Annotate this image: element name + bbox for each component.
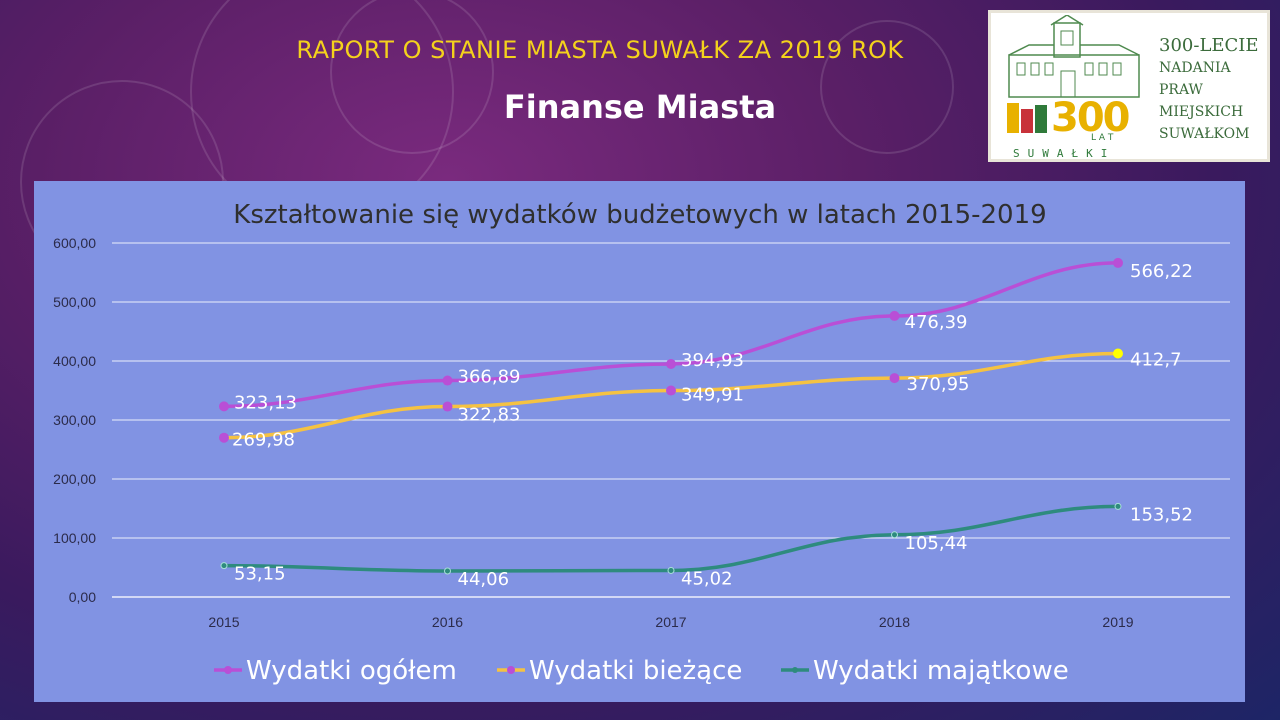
y-tick-label: 0,00 [69,589,96,605]
data-label: 349,91 [681,385,744,406]
data-label: 153,52 [1130,504,1193,525]
data-label: 322,83 [458,405,521,426]
y-tick-label: 600,00 [53,235,96,251]
data-point [220,562,228,570]
data-point [444,567,451,575]
data-label: 323,13 [234,392,297,413]
data-label: 53,15 [234,564,286,585]
x-tick-label: 2018 [879,614,910,630]
jubilee-emblem: 300 L A T [1005,95,1145,143]
legend-marker [792,667,798,673]
data-label: 412,7 [1130,350,1182,371]
data-point [1113,348,1123,359]
data-label: 476,39 [905,312,968,333]
y-tick-label: 200,00 [53,471,96,487]
legend-label: Wydatki bieżące [529,656,742,686]
data-point [889,373,900,384]
data-point [442,401,453,412]
logo-line: MIEJSKICH [1159,104,1244,120]
logo-line: SUWAŁKOM [1159,126,1250,142]
data-label: 566,22 [1130,261,1193,282]
data-point [219,401,229,412]
data-label: 44,06 [458,569,510,590]
data-label: 366,89 [458,367,521,388]
emblem-number: 300 [1051,95,1130,141]
logo-caption: 300-LECIE NADANIA PRAW MIEJSKICH SUWAŁKO… [1159,35,1269,145]
series-line [222,504,1120,573]
report-title: RAPORT O STANIE MIASTA SUWAŁK ZA 2019 RO… [296,36,904,64]
data-point [891,531,898,539]
legend-marker [224,666,232,674]
legend-label: Wydatki majątkowe [813,656,1069,686]
y-tick-label: 300,00 [53,412,96,428]
x-tick-label: 2015 [208,614,239,630]
logo-line: PRAW [1159,82,1203,98]
data-label: 370,95 [907,374,970,395]
chart-panel [34,181,1245,702]
legend-label: Wydatki ogółem [246,656,457,686]
data-point [889,310,900,321]
legend-marker [507,666,515,674]
decor-circle [820,20,954,154]
data-point [666,358,676,369]
y-tick-label: 400,00 [53,353,96,369]
x-tick-label: 2017 [655,614,686,630]
data-point [1114,502,1122,510]
decor-circle [330,0,494,154]
data-point [442,375,453,386]
town-hall-icon [1008,15,1140,98]
series-line [222,261,1120,409]
logo-line: NADANIA [1159,60,1231,76]
data-label: 394,93 [681,350,744,371]
data-point [219,432,229,443]
section-title: Finanse Miasta [503,88,777,126]
x-tick-label: 2019 [1102,614,1133,630]
emblem-lat: L A T [1091,133,1114,143]
y-tick-label: 500,00 [53,294,96,310]
data-point [667,566,675,574]
jubilee-logo: 300 L A T SUWAŁKI 300-LECIE NADANIA PRAW… [988,10,1270,162]
data-label: 269,98 [232,430,295,451]
logo-city: SUWAŁKI [1013,147,1116,160]
data-point [1113,257,1123,268]
data-label: 105,44 [905,533,968,554]
data-label: 45,02 [681,568,733,589]
chart-title: Kształtowanie się wydatków budżetowych w… [233,200,1047,230]
y-tick-label: 100,00 [53,530,96,546]
data-point [666,385,676,396]
logo-line: 300-LECIE [1159,35,1259,56]
x-tick-label: 2016 [432,614,463,630]
